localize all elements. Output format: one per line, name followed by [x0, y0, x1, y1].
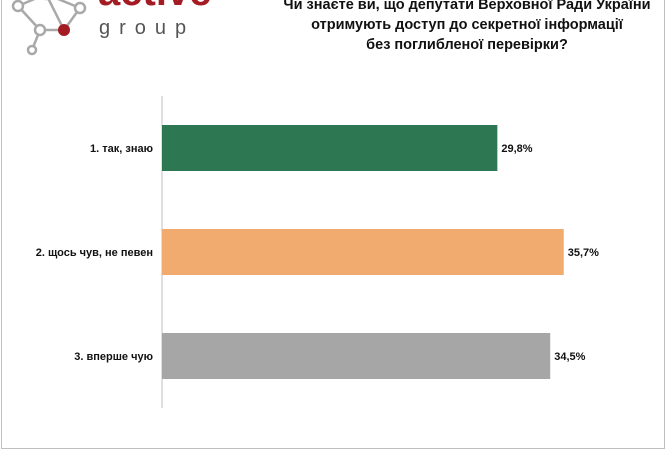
value-label-3: 34,5%: [554, 351, 585, 363]
brand-name: active: [98, 0, 211, 12]
value-label-1: 29,8%: [501, 143, 532, 155]
category-label-2: 2. щось чув, не певен: [36, 247, 153, 259]
title-line-1: Чи знаєте ви, що депутати Верховної Ради…: [283, 0, 651, 13]
category-label-1: 1. так, знаю: [90, 143, 153, 155]
network-logo-icon: [11, 0, 87, 56]
bar-1: [162, 125, 498, 171]
brand-logo: active group: [6, 0, 226, 58]
category-label-3: 3. вперше чую: [74, 351, 153, 363]
chart-title: Чи знаєте ви, що депутати Верховної Ради…: [258, 0, 667, 55]
title-line-3: без поглибленої перевірки?: [366, 37, 568, 53]
brand-sub: group: [99, 17, 196, 39]
bar-3: [162, 333, 551, 379]
title-line-2: отримують доступ до секретної інформації: [311, 17, 623, 33]
value-label-2: 35,7%: [568, 247, 599, 259]
bar-2: [162, 229, 564, 275]
